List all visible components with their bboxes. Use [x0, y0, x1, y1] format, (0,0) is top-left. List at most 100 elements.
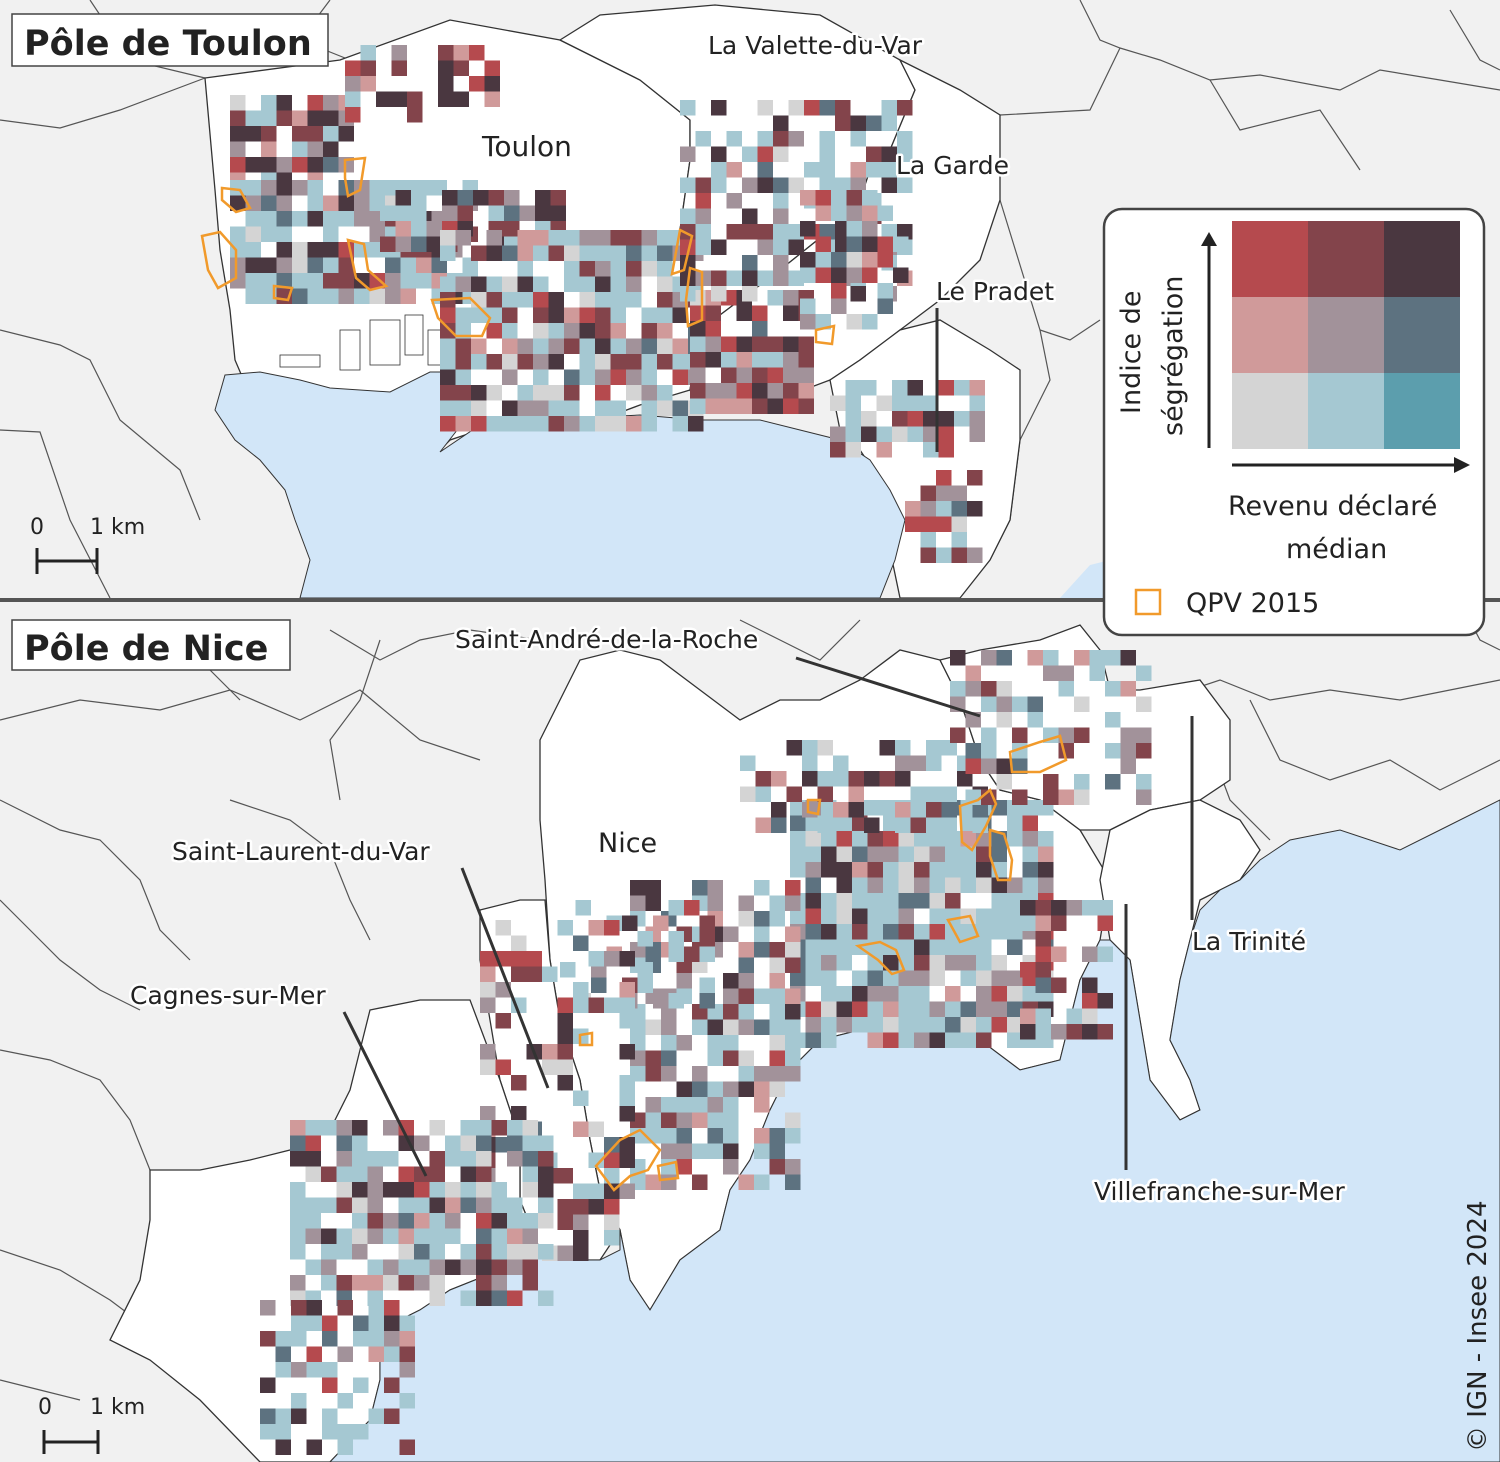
grid-cell [564, 245, 580, 261]
grid-cell [619, 1075, 635, 1091]
grid-cell [1097, 1024, 1113, 1040]
grid-cell [707, 1112, 723, 1128]
grid-cell [657, 307, 673, 323]
grid-cell [261, 157, 277, 173]
grid-cell [969, 395, 985, 411]
grid-cell [321, 1120, 337, 1136]
grid-cell [805, 862, 821, 878]
grid-cell [323, 195, 339, 211]
grid-cell [460, 1182, 476, 1198]
grid-cell [676, 1035, 692, 1051]
grid-cell [290, 1182, 306, 1198]
grid-cell [861, 426, 877, 442]
grid-cell [965, 665, 981, 681]
grid-cell [914, 862, 930, 878]
grid-cell [910, 755, 926, 771]
grid-cell [573, 1183, 589, 1199]
grid-cell [862, 314, 878, 330]
grid-cell [692, 880, 708, 896]
grid-cell [548, 385, 564, 401]
grid-cell [292, 110, 308, 126]
grid-cell [790, 970, 806, 986]
grid-cell [788, 239, 804, 255]
grid-cell [821, 831, 837, 847]
grid-cell [457, 190, 473, 206]
grid-cell [771, 771, 787, 787]
grid-cell [680, 100, 696, 116]
grid-cell [1022, 815, 1038, 831]
grid-cell [695, 224, 711, 240]
grid-cell [895, 755, 911, 771]
grid-cell [790, 815, 806, 831]
grid-cell [821, 1017, 837, 1033]
grid-cell [305, 1135, 321, 1151]
grid-cell [707, 1143, 723, 1159]
grid-cell [276, 257, 292, 273]
grid-cell [307, 195, 323, 211]
grid-cell [588, 920, 604, 936]
grid-cell [1007, 815, 1023, 831]
grid-cell [914, 1017, 930, 1033]
grid-cell [1035, 1008, 1051, 1024]
grid-cell [486, 416, 502, 432]
grid-cell [261, 180, 277, 196]
grid-cell [898, 924, 914, 940]
grid-cell [460, 1151, 476, 1167]
grid-cell [557, 1075, 573, 1091]
grid-cell [936, 501, 952, 517]
grid-cell [976, 1001, 992, 1017]
grid-cell [399, 1315, 415, 1331]
grid-cell [846, 221, 862, 237]
grid-cell [538, 1213, 554, 1229]
grid-cell [486, 276, 502, 292]
grid-cell [742, 224, 758, 240]
grid-cell [595, 276, 611, 292]
grid-cell [892, 380, 908, 396]
grid-cell [352, 1120, 368, 1136]
grid-cell [511, 966, 527, 982]
grid-cell [1066, 1024, 1082, 1040]
grid-cell [738, 1050, 754, 1066]
grid-cell [835, 100, 851, 116]
grid-cell [380, 236, 396, 252]
grid-cell [852, 908, 868, 924]
grid-cell [788, 100, 804, 116]
grid-cell [1136, 665, 1152, 681]
grid-cell [383, 1151, 399, 1167]
grid-cell [440, 400, 456, 416]
grid-cell [399, 1439, 415, 1455]
grid-cell [573, 997, 589, 1013]
grid-cell [276, 211, 292, 227]
grid-cell [641, 230, 657, 246]
grid-cell [564, 307, 580, 323]
scale-zero-toulon: 0 [30, 515, 44, 540]
grid-cell [491, 1228, 507, 1244]
grid-cell [1043, 774, 1059, 790]
grid-cell [769, 942, 785, 958]
grid-cell [641, 369, 657, 385]
grid-cell [476, 1290, 492, 1306]
grid-cell [981, 681, 997, 697]
grid-cell [836, 908, 852, 924]
grid-cell [862, 205, 878, 221]
toulon-grid-cells [230, 45, 985, 563]
grid-cell [1066, 900, 1082, 916]
grid-cell [564, 276, 580, 292]
legend-color-grid [1232, 221, 1460, 449]
grid-cell [805, 939, 821, 955]
grid-cell [996, 712, 1012, 728]
legend-cell [1384, 221, 1460, 297]
grid-cell [619, 1183, 635, 1199]
grid-cell [867, 955, 883, 971]
grid-cell [991, 924, 1007, 940]
legend-cell [1384, 373, 1460, 449]
grid-cell [469, 45, 485, 61]
grid-cell [867, 831, 883, 847]
grid-cell [322, 1331, 338, 1347]
grid-cell [926, 802, 942, 818]
grid-cell [754, 1066, 770, 1082]
grid-cell [914, 986, 930, 1002]
grid-cell [969, 426, 985, 442]
grid-cell [754, 880, 770, 896]
grid-cell [800, 190, 816, 206]
